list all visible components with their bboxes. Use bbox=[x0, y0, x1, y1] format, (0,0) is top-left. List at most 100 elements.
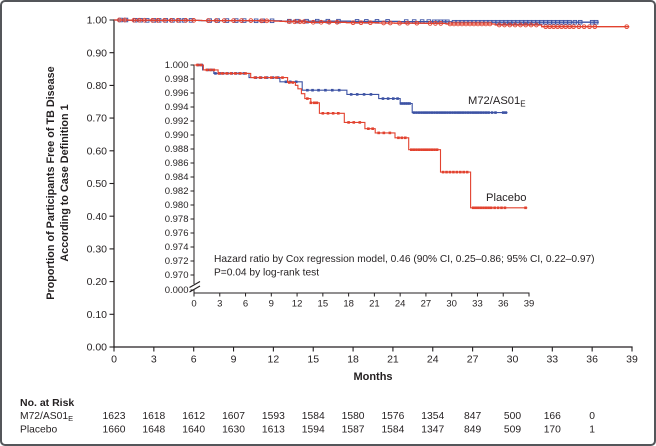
censor-mark bbox=[500, 206, 503, 210]
censor-mark bbox=[142, 17, 147, 23]
risk-count: 170 bbox=[544, 425, 561, 436]
censor-mark bbox=[474, 111, 478, 114]
risk-row-label-text: M72/AS01 bbox=[20, 411, 68, 422]
risk-count: 0 bbox=[589, 411, 595, 422]
risk-count: 1593 bbox=[262, 411, 285, 422]
hazard-ratio-annotation-line1: Hazard ratio by Cox regression model, 0.… bbox=[214, 254, 595, 265]
censor-mark bbox=[326, 19, 332, 25]
censor-mark bbox=[455, 170, 459, 174]
main-y-tick-label: 1.00 bbox=[87, 15, 108, 27]
inset-x-tick-label: 39 bbox=[524, 299, 535, 310]
inset-y-tick-label: 0.994 bbox=[165, 102, 189, 113]
censor-mark bbox=[415, 111, 418, 114]
censor-mark bbox=[406, 102, 409, 105]
main-plot-curves bbox=[114, 17, 630, 30]
censor-mark bbox=[408, 102, 411, 105]
censor-mark bbox=[593, 19, 599, 25]
censor-mark bbox=[258, 76, 262, 79]
censor-mark bbox=[221, 72, 224, 75]
inset-x-tick-label: 27 bbox=[421, 299, 432, 310]
risk-row-label-sub: E bbox=[68, 414, 73, 423]
censor-mark bbox=[350, 20, 356, 26]
x-axis-label: Months bbox=[353, 371, 392, 383]
placebo-curve-label-text: Placebo bbox=[486, 192, 526, 204]
censor-mark bbox=[221, 18, 227, 23]
censor-mark bbox=[263, 76, 267, 79]
risk-count: 1587 bbox=[342, 425, 365, 436]
censor-mark bbox=[528, 22, 534, 28]
censor-mark bbox=[404, 136, 407, 140]
inset-x-tick-label: 0 bbox=[191, 299, 196, 310]
censor-mark bbox=[504, 111, 508, 114]
censor-mark bbox=[458, 111, 462, 114]
main-y-tick-label: 0.50 bbox=[87, 178, 108, 190]
risk-count: 1660 bbox=[103, 425, 126, 436]
censor-mark bbox=[469, 111, 472, 114]
inset-y-tick-label: 0.996 bbox=[165, 88, 189, 99]
inset-plot-axes: 1.000 0.998 0.996 0.994 0.992 0.990 0.988 0.986… bbox=[165, 60, 535, 309]
risk-count: 847 bbox=[464, 411, 481, 422]
censor-mark bbox=[479, 206, 483, 210]
placebo-curve-label: Placebo bbox=[486, 192, 526, 204]
censor-mark bbox=[209, 68, 212, 72]
y-axis-label-line2: According to Case Definition 1 bbox=[59, 104, 71, 261]
censor-mark bbox=[518, 22, 523, 28]
censor-mark bbox=[414, 20, 420, 26]
axis-break-slash-2 bbox=[189, 285, 201, 293]
censor-mark bbox=[534, 22, 539, 28]
censor-mark bbox=[453, 111, 457, 114]
censor-mark bbox=[306, 97, 309, 100]
inset-y-tick-label: 0.986 bbox=[165, 158, 189, 169]
vaccine-curve-label-text: M72/AS01 bbox=[468, 95, 520, 107]
censor-mark bbox=[438, 111, 441, 114]
censor-mark bbox=[496, 22, 502, 28]
y-axis-label-line1: Proportion of Participants Free of TB Di… bbox=[45, 66, 57, 299]
risk-count: 849 bbox=[464, 425, 481, 436]
censor-mark bbox=[233, 72, 237, 75]
censor-mark bbox=[487, 21, 493, 27]
censor-mark bbox=[410, 148, 413, 151]
censor-mark bbox=[494, 111, 497, 114]
censor-mark bbox=[199, 63, 203, 67]
censor-mark bbox=[405, 20, 410, 26]
censor-mark bbox=[471, 206, 475, 210]
censor-mark bbox=[212, 68, 216, 72]
censor-mark bbox=[433, 148, 436, 151]
inset-x-tick-label: 24 bbox=[395, 299, 406, 310]
risk-count: 1347 bbox=[421, 425, 444, 436]
censor-mark bbox=[349, 93, 353, 96]
inset-y-tick-label: 0.970 bbox=[165, 270, 189, 281]
censor-mark bbox=[456, 111, 460, 114]
censor-mark bbox=[417, 148, 421, 151]
risk-table: M72/AS01E 1623 1618 1612 1607 1593 1584 1580 157… bbox=[20, 411, 595, 436]
censor-mark bbox=[484, 111, 488, 114]
inset-x-tick-label: 9 bbox=[269, 299, 274, 310]
main-x-tick-label: 27 bbox=[467, 354, 479, 366]
censor-mark bbox=[435, 111, 439, 114]
axis-break-slash-1 bbox=[189, 281, 201, 288]
censor-mark bbox=[284, 80, 288, 84]
censor-mark bbox=[404, 102, 407, 105]
inset-x-tick-label: 12 bbox=[292, 299, 303, 310]
censor-mark bbox=[213, 18, 219, 23]
risk-count: 1584 bbox=[302, 411, 325, 422]
censor-mark bbox=[427, 21, 433, 26]
censor-mark bbox=[451, 111, 454, 114]
censor-mark bbox=[397, 136, 400, 140]
risk-count: 1613 bbox=[262, 425, 285, 436]
censor-mark bbox=[433, 111, 436, 114]
risk-count: 1640 bbox=[182, 425, 205, 436]
censor-mark bbox=[624, 24, 630, 30]
censor-mark bbox=[229, 72, 233, 75]
censor-mark bbox=[317, 88, 320, 92]
censor-mark bbox=[377, 131, 380, 135]
inset-x-tick-label: 33 bbox=[472, 299, 483, 310]
censor-mark bbox=[214, 72, 217, 75]
censor-mark bbox=[487, 206, 490, 210]
main-x-tick-label: 39 bbox=[626, 354, 638, 366]
censor-mark bbox=[291, 81, 295, 84]
censor-mark bbox=[391, 97, 395, 100]
inset-x-tick-label: 21 bbox=[369, 299, 380, 310]
inset-y-tick-label: 0.976 bbox=[165, 228, 189, 239]
main-x-tick-label: 24 bbox=[427, 354, 439, 366]
